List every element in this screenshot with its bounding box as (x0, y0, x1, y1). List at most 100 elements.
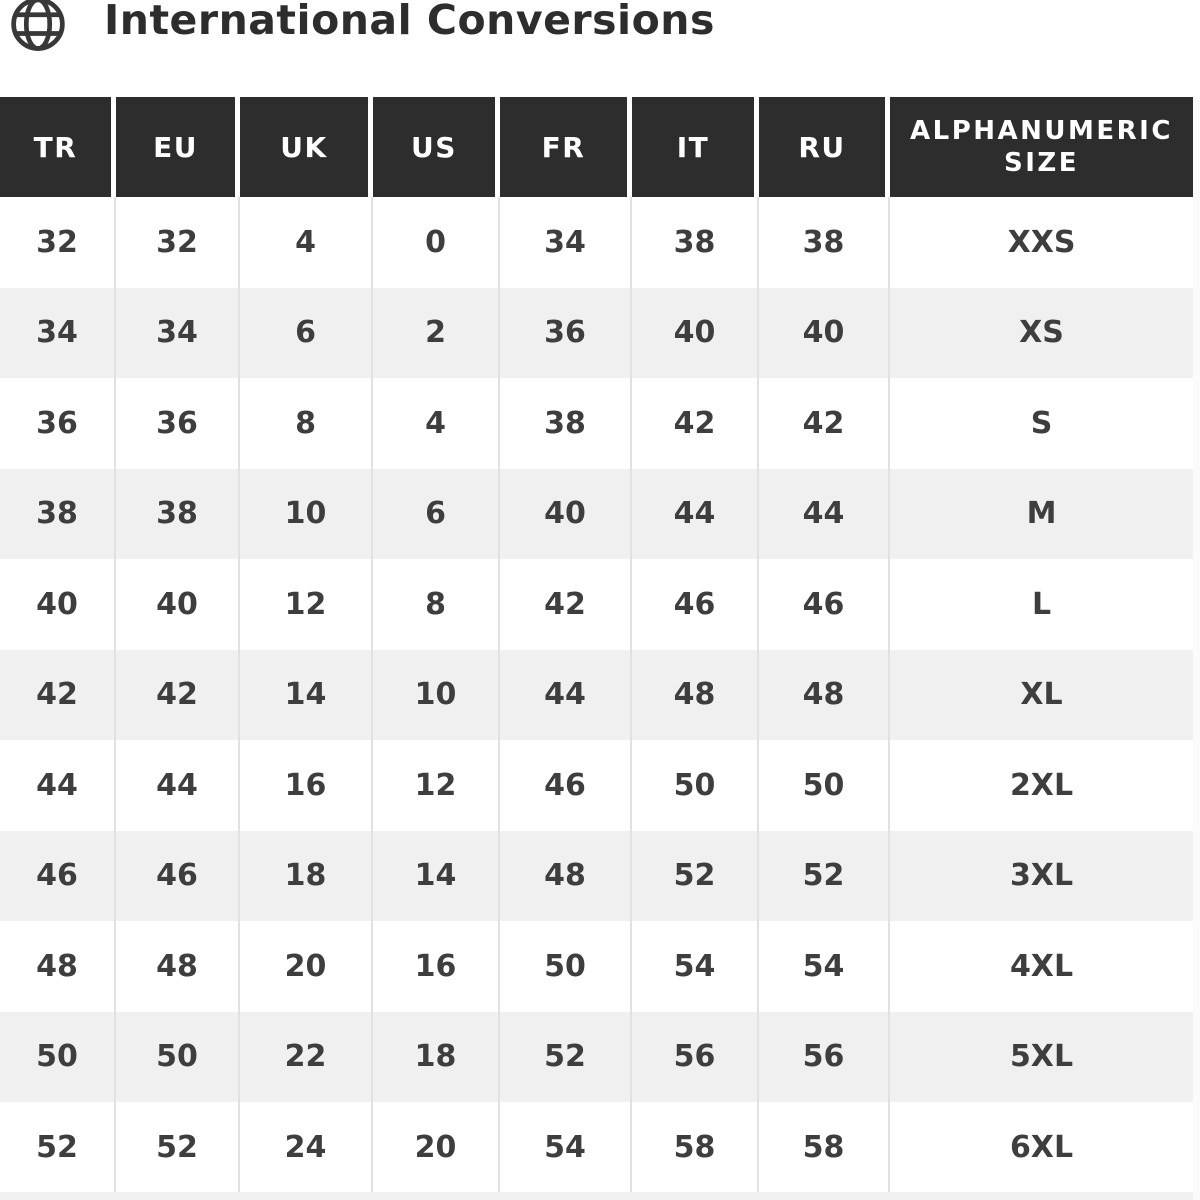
table-cell: 34 (116, 287, 240, 378)
table-cell: 24 (240, 1102, 373, 1193)
table-cell: 8 (373, 559, 500, 650)
table-cell: 4 (240, 197, 373, 288)
table-row: 34 34 6 2 36 40 40 XS (0, 287, 1193, 378)
table-cell: 36 (500, 287, 632, 378)
table-cell: 44 (116, 740, 240, 831)
table-cell: 58 (759, 1102, 890, 1193)
table-cell: 44 (0, 740, 116, 831)
table-cell: 58 (632, 1102, 759, 1193)
column-header-uk: UK (240, 97, 373, 197)
table-cell: 50 (116, 1011, 240, 1102)
table-cell: 38 (759, 197, 890, 288)
table-cell: 48 (759, 649, 890, 740)
table-row: 42 42 14 10 44 48 48 XL (0, 649, 1193, 740)
column-header-it: IT (632, 97, 759, 197)
table-row: 52 52 24 20 54 58 58 6XL (0, 1102, 1193, 1193)
table-cell: 38 (632, 197, 759, 288)
table-cell: 40 (0, 559, 116, 650)
table-cell: 42 (500, 559, 632, 650)
table-cell: XXS (890, 197, 1193, 288)
table-cell: 40 (759, 287, 890, 378)
table-cell: 50 (632, 740, 759, 831)
table-cell: 42 (632, 378, 759, 469)
table-cell: 46 (0, 830, 116, 921)
table-cell: 22 (240, 1011, 373, 1102)
table-row: 50 50 22 18 52 56 56 5XL (0, 1011, 1193, 1102)
table-cell: 14 (373, 830, 500, 921)
table-cell: 50 (759, 740, 890, 831)
table-cell: 46 (632, 559, 759, 650)
table-cell: 50 (500, 921, 632, 1012)
table-row: 36 36 8 4 38 42 42 S (0, 378, 1193, 469)
table-cell: 2 (373, 287, 500, 378)
page-title: International Conversions (104, 0, 715, 44)
table-cell: 40 (500, 468, 632, 559)
table-cell: 42 (759, 378, 890, 469)
table-cell: 38 (0, 468, 116, 559)
table-header-row: TR EU UK US FR IT RU ALPHANUMERIC SIZE (0, 97, 1193, 197)
table-cell: 6 (373, 468, 500, 559)
table-cell: 44 (500, 649, 632, 740)
right-gutter (1193, 97, 1200, 1200)
table-cell: 2XL (890, 740, 1193, 831)
table-cell: 40 (116, 559, 240, 650)
table-row: 46 46 18 14 48 52 52 3XL (0, 830, 1193, 921)
table-cell: 52 (759, 830, 890, 921)
table-cell: 46 (116, 830, 240, 921)
table-cell: 10 (240, 468, 373, 559)
table-cell: 48 (500, 830, 632, 921)
table-cell: 8 (240, 378, 373, 469)
table-cell: 48 (632, 649, 759, 740)
table-cell: 12 (240, 559, 373, 650)
table-cell: 56 (759, 1011, 890, 1102)
table-cell: 32 (116, 197, 240, 288)
table-row: 48 48 20 16 50 54 54 4XL (0, 921, 1193, 1012)
table-cell: 52 (500, 1011, 632, 1102)
table-cell: 12 (373, 740, 500, 831)
page-header: International Conversions (8, 0, 715, 94)
table-row: 32 32 4 0 34 38 38 XXS (0, 197, 1193, 288)
table-cell: 46 (500, 740, 632, 831)
table-cell: 5XL (890, 1011, 1193, 1102)
table-cell: 16 (373, 921, 500, 1012)
table-cell: L (890, 559, 1193, 650)
table-cell: 54 (759, 921, 890, 1012)
table-cell: M (890, 468, 1193, 559)
table-cell: 54 (500, 1102, 632, 1193)
table-cell: XL (890, 649, 1193, 740)
column-header-tr: TR (0, 97, 116, 197)
table-cell: 40 (632, 287, 759, 378)
table-cell: 52 (632, 830, 759, 921)
table-cell: 18 (373, 1011, 500, 1102)
table-cell: S (890, 378, 1193, 469)
table-cell: 20 (240, 921, 373, 1012)
table-cell: 32 (0, 197, 116, 288)
table-cell: 34 (500, 197, 632, 288)
column-header-fr: FR (500, 97, 632, 197)
table-cell: 56 (632, 1011, 759, 1102)
table-cell: 54 (632, 921, 759, 1012)
conversion-table: TR EU UK US FR IT RU ALPHANUMERIC SIZE 32 32 4 0 34… (0, 97, 1193, 1193)
table-cell: 6 (240, 287, 373, 378)
table-cell: 38 (500, 378, 632, 469)
table-cell: 46 (759, 559, 890, 650)
column-header-ru: RU (759, 97, 890, 197)
table-cell: 36 (0, 378, 116, 469)
table-row: 40 40 12 8 42 46 46 L (0, 559, 1193, 650)
table-body: 32 32 4 0 34 38 38 XXS 34 34 6 2 36 40 40 XS 36 36 8 4 38 42 4… (0, 197, 1193, 1193)
table-cell: 44 (632, 468, 759, 559)
table-cell: 42 (116, 649, 240, 740)
table-cell: 4 (373, 378, 500, 469)
table-cell: 48 (0, 921, 116, 1012)
globe-icon (8, 0, 68, 58)
table-cell: 52 (0, 1102, 116, 1193)
table-cell: 10 (373, 649, 500, 740)
table-row: 38 38 10 6 40 44 44 M (0, 468, 1193, 559)
table-cell: 20 (373, 1102, 500, 1193)
table-cell: 50 (0, 1011, 116, 1102)
table-cell: 16 (240, 740, 373, 831)
table-cell: 52 (116, 1102, 240, 1193)
table-cell: 6XL (890, 1102, 1193, 1193)
table-cell: 34 (0, 287, 116, 378)
